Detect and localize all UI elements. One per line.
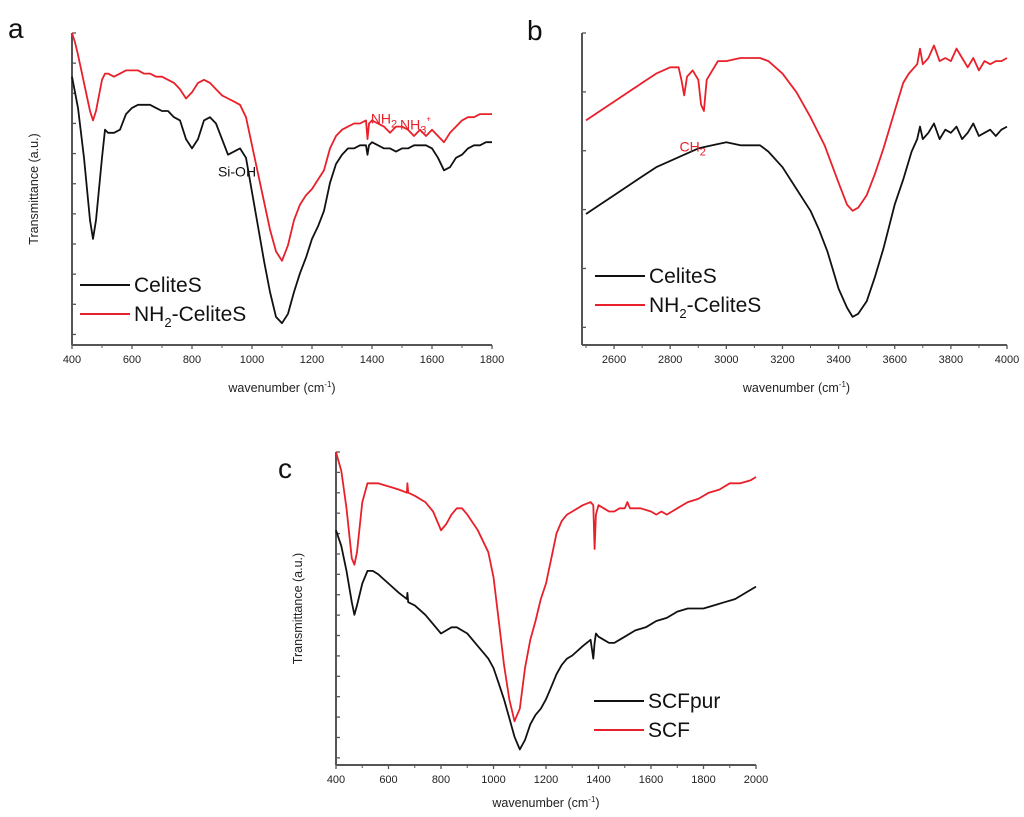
x-tick-label: 600 [123,354,141,366]
x-axis-title: wavenumber (cm-1) [227,380,335,395]
annotation-sup: + [426,115,431,124]
x-tick-label: 1200 [534,774,558,786]
legend-label: NH2-CeliteS [134,303,246,330]
x-tick-label: 2800 [658,354,682,366]
annotation-sub: 2 [700,147,706,159]
x-tick-label: 2600 [602,354,626,366]
legend-label-main: CeliteS [134,274,202,297]
x-axis-title-sup: -1 [588,795,596,804]
x-tick-label: 3800 [939,354,963,366]
x-axis-title: wavenumber (cm-1) [742,380,850,395]
x-tick-label: 1600 [639,774,663,786]
series-line-celites [71,76,492,325]
x-tick-label: 3200 [770,354,794,366]
x-axis-title-close: ) [331,381,335,395]
x-tick-label: 3400 [826,354,850,366]
series-line-scf [335,451,757,723]
annotation: NH3+ [400,115,431,137]
legend-label: CeliteS [649,265,717,288]
series-line-nh-celites [585,44,1008,212]
legend-label: SCFpur [648,690,720,713]
x-tick-label: 400 [327,774,345,786]
annotation: NH2 [371,110,397,130]
panel-label: c [278,453,292,484]
x-tick-label: 3600 [882,354,906,366]
annotation-main: CH [679,139,699,155]
x-tick-label: 1400 [586,774,610,786]
x-tick-label: 800 [432,774,450,786]
x-tick-label: 1000 [481,774,505,786]
x-tick-label: 800 [183,354,201,366]
legend-label: SCF [648,719,690,742]
annotation: Si-OH [218,164,256,180]
x-tick-label: 1600 [420,354,444,366]
panel-c: c 400 600 800 1000 1200 1400 1600 1800 2000 wavenu… [278,451,768,810]
legend-label-sub: 2 [679,306,686,321]
legend-label-rest: -CeliteS [687,294,762,317]
y-axis-title: Transmittance (a.u.) [27,133,41,244]
annotation-sub: 3 [420,125,426,137]
annotation-main: Si-OH [218,164,256,180]
x-axis-title-close: ) [595,796,599,810]
x-axis-title-main: wavenumber (cm [227,381,324,395]
legend-label: CeliteS [134,274,202,297]
legend-label-main: SCFpur [648,690,720,713]
x-tick-label: 1200 [300,354,324,366]
annotation-sub: 2 [391,118,397,130]
x-tick-label: 1800 [691,774,715,786]
x-axis-title-sup: -1 [839,380,847,389]
x-tick-label: 1000 [240,354,264,366]
x-axis-title-sup: -1 [324,380,332,389]
panel-label: b [527,15,543,46]
annotation-main: NH [371,110,391,126]
series-line-nh-celites [71,32,492,262]
legend-label-rest: -CeliteS [172,303,247,326]
x-tick-label: 400 [63,354,81,366]
panel-a: a 400 600 800 1000 1200 1400 1600 1800 wavenumber… [8,13,504,395]
y-axis-title: Transmittance (a.u.) [291,553,305,664]
legend-label: NH2-CeliteS [649,294,761,321]
x-tick-label: 1800 [480,354,504,366]
x-tick-label: 1400 [360,354,384,366]
x-tick-label: 3000 [714,354,738,366]
legend-label-main: NH [134,303,164,326]
annotation: CH2 [679,139,705,159]
series-line-celites [585,122,1008,318]
x-axis-title-main: wavenumber (cm [742,381,839,395]
x-tick-label: 2000 [744,774,768,786]
x-axis-title: wavenumber (cm-1) [491,795,599,810]
legend-label-sub: 2 [164,315,171,330]
x-tick-label: 600 [379,774,397,786]
x-axis-title-main: wavenumber (cm [491,796,588,810]
x-tick-label: 4000 [995,354,1019,366]
annotation-main: NH [400,117,420,133]
legend-label-main: NH [649,294,679,317]
x-axis-title-close: ) [846,381,850,395]
legend-label-main: CeliteS [649,265,717,288]
legend-label-main: SCF [648,719,690,742]
series-line-scfpur [335,530,757,751]
panel-b: b 2600 2800 3000 3200 3400 3600 3800 4000 wavenum… [527,15,1019,395]
panel-label: a [8,13,24,44]
